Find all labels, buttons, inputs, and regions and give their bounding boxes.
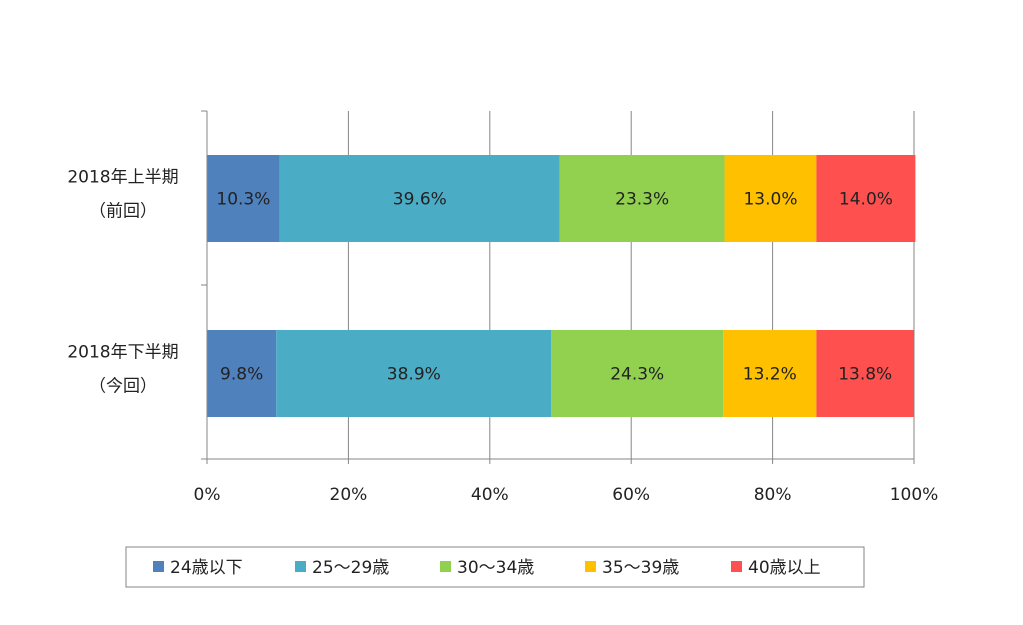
x-tick-label: 100%	[890, 485, 939, 505]
legend-label: 35～39歳	[602, 558, 679, 578]
legend-label: 25～29歳	[312, 558, 389, 578]
legend-swatch	[153, 561, 164, 572]
category-label-line: （今回）	[89, 377, 157, 397]
bar-segment	[279, 155, 560, 242]
category-label: 2018年上半期 （前回）	[67, 168, 178, 222]
data-label: 23.3%	[615, 190, 669, 210]
bar-segment	[559, 155, 725, 242]
legend-label: 30～34歳	[457, 558, 534, 578]
bar-segment	[816, 155, 916, 242]
data-label: 9.8%	[220, 365, 263, 385]
category-label: 2018年下半期 （今回）	[67, 343, 178, 397]
x-tick-label: 60%	[612, 485, 650, 505]
data-label: 13.0%	[743, 190, 797, 210]
legend-swatch	[295, 561, 306, 572]
legend-label: 40歳以上	[748, 558, 821, 578]
bar-segment	[551, 330, 724, 417]
x-tick-label: 20%	[330, 485, 368, 505]
bar-segment	[276, 330, 552, 417]
legend: 24歳以下 25～29歳 30～34歳 35～39歳 40歳以上	[125, 546, 865, 588]
x-tick-label: 40%	[471, 485, 509, 505]
axes: 0% 20% 40% 60% 80% 100% 2018年上半期 （前回） 2018年下半期 （今…	[67, 110, 939, 505]
data-label: 39.6%	[393, 190, 447, 210]
x-tick-label: 80%	[754, 485, 792, 505]
legend-label: 24歳以下	[170, 558, 243, 578]
category-label-line: 2018年下半期	[67, 343, 178, 363]
category-label-line: 2018年上半期	[67, 168, 178, 188]
legend-swatch	[585, 561, 596, 572]
data-label: 38.9%	[387, 365, 441, 385]
data-label: 14.0%	[839, 190, 893, 210]
bar-segment	[816, 330, 914, 417]
data-label: 13.2%	[743, 365, 797, 385]
bar-segment	[207, 155, 280, 242]
data-label: 10.3%	[216, 190, 270, 210]
bar-segments	[207, 155, 916, 417]
bar-segment	[723, 330, 817, 417]
bar-segment	[207, 330, 277, 417]
data-labels: 10.3% 39.6% 23.3% 13.0% 14.0% 9.8% 38.9% 24.3% 1…	[216, 190, 893, 385]
bar-segment	[724, 155, 817, 242]
data-label: 13.8%	[838, 365, 892, 385]
legend-swatch	[440, 561, 451, 572]
category-label-line: （前回）	[89, 202, 157, 222]
legend-swatch	[731, 561, 742, 572]
x-tick-label: 0%	[194, 485, 221, 505]
data-label: 24.3%	[610, 365, 664, 385]
